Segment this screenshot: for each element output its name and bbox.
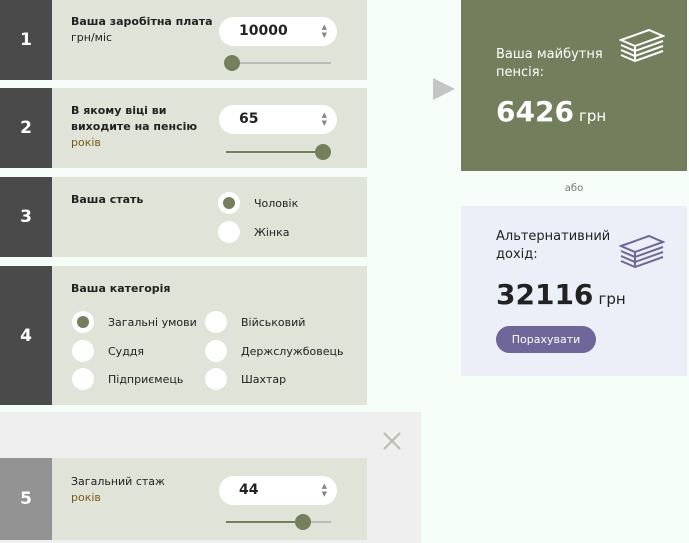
play-arrow-icon <box>433 78 455 100</box>
radio-general[interactable]: Загальні умови <box>72 311 197 333</box>
radio-label: Держслужбовець <box>241 344 344 358</box>
salary-input[interactable]: 10000 ▲ ▼ <box>219 17 337 46</box>
experience-label: Загальний стаж <box>71 475 165 488</box>
slider-thumb[interactable] <box>224 55 241 71</box>
alternative-income-card: Альтернативний дохід: 32116 грн Порахува… <box>461 206 687 376</box>
salary-value: 10000 <box>239 23 288 39</box>
age-value: 65 <box>239 111 259 127</box>
step-number: 3 <box>0 177 52 257</box>
radio-miner[interactable]: Шахтар <box>205 368 286 390</box>
radio-label: Суддя <box>108 344 145 358</box>
age-unit: років <box>71 136 101 149</box>
radio-label: Військовий <box>241 315 306 329</box>
pension-title: Ваша майбутня пенсія: <box>496 47 603 80</box>
category-label: Ваша категорія <box>71 282 171 295</box>
radio-label: Підприємець <box>108 372 184 386</box>
experience-slider[interactable] <box>226 514 331 530</box>
age-input[interactable]: 65 ▲ ▼ <box>219 105 337 134</box>
spinner-icon[interactable]: ▲ ▼ <box>321 482 327 498</box>
calculate-button[interactable]: Порахувати <box>496 326 596 353</box>
radio-label: Загальні умови <box>108 315 197 329</box>
radio-label: Шахтар <box>241 372 287 386</box>
salary-unit: грн/міс <box>71 31 113 44</box>
radio-entrepreneur[interactable]: Підприємець <box>72 368 183 390</box>
close-icon[interactable] <box>383 432 401 450</box>
or-separator: або <box>564 183 584 194</box>
pension-amount: 6426 <box>496 95 574 128</box>
step-retirement-age: 2 В якому віці ви виходите на пенсію рокі… <box>0 88 367 168</box>
step-experience: 5 Загальний стаж років 44 ▲ ▼ <box>0 458 367 540</box>
step-number: 4 <box>0 266 52 405</box>
gender-label: Ваша стать <box>71 193 144 206</box>
experience-value: 44 <box>239 482 259 498</box>
alt-amount: 32116 <box>496 278 594 311</box>
pension-result-card: Ваша майбутня пенсія: 6426 грн <box>461 0 687 171</box>
radio-judge[interactable]: Суддя <box>72 340 144 362</box>
radio-civil-servant[interactable]: Держслужбовець <box>205 340 344 362</box>
radio-male[interactable]: Чоловік <box>218 192 298 214</box>
radio-military[interactable]: Військовий <box>205 311 305 333</box>
step-number: 5 <box>0 458 52 540</box>
radio-label: Жінка <box>254 225 290 239</box>
age-label: В якому віці ви виходите на пенсію <box>71 104 198 133</box>
salary-label: Ваша заробітна плата <box>71 15 213 28</box>
radio-female[interactable]: Жінка <box>218 221 289 243</box>
step-gender: 3 Ваша стать Чоловік Жінка <box>0 177 367 257</box>
age-slider[interactable] <box>226 144 331 160</box>
slider-thumb[interactable] <box>294 514 311 530</box>
alt-title: Альтернативний дохід: <box>496 229 611 262</box>
step-number: 2 <box>0 88 52 168</box>
radio-label: Чоловік <box>254 196 299 210</box>
spinner-icon[interactable]: ▲ ▼ <box>321 111 327 127</box>
money-stack-icon <box>619 234 665 268</box>
step-number: 1 <box>0 0 52 80</box>
spinner-icon[interactable]: ▲ ▼ <box>321 23 327 39</box>
pension-currency: грн <box>579 107 607 125</box>
slider-thumb[interactable] <box>314 144 331 160</box>
experience-input[interactable]: 44 ▲ ▼ <box>219 476 337 505</box>
experience-unit: років <box>71 491 101 504</box>
salary-slider[interactable] <box>224 55 331 71</box>
money-stack-icon <box>619 28 665 62</box>
alt-currency: грн <box>598 290 626 308</box>
step-salary: 1 Ваша заробітна плата грн/міс 10000 ▲ ▼ <box>0 0 367 80</box>
step-category: 4 Ваша категорія Загальні умови Військов… <box>0 266 367 405</box>
